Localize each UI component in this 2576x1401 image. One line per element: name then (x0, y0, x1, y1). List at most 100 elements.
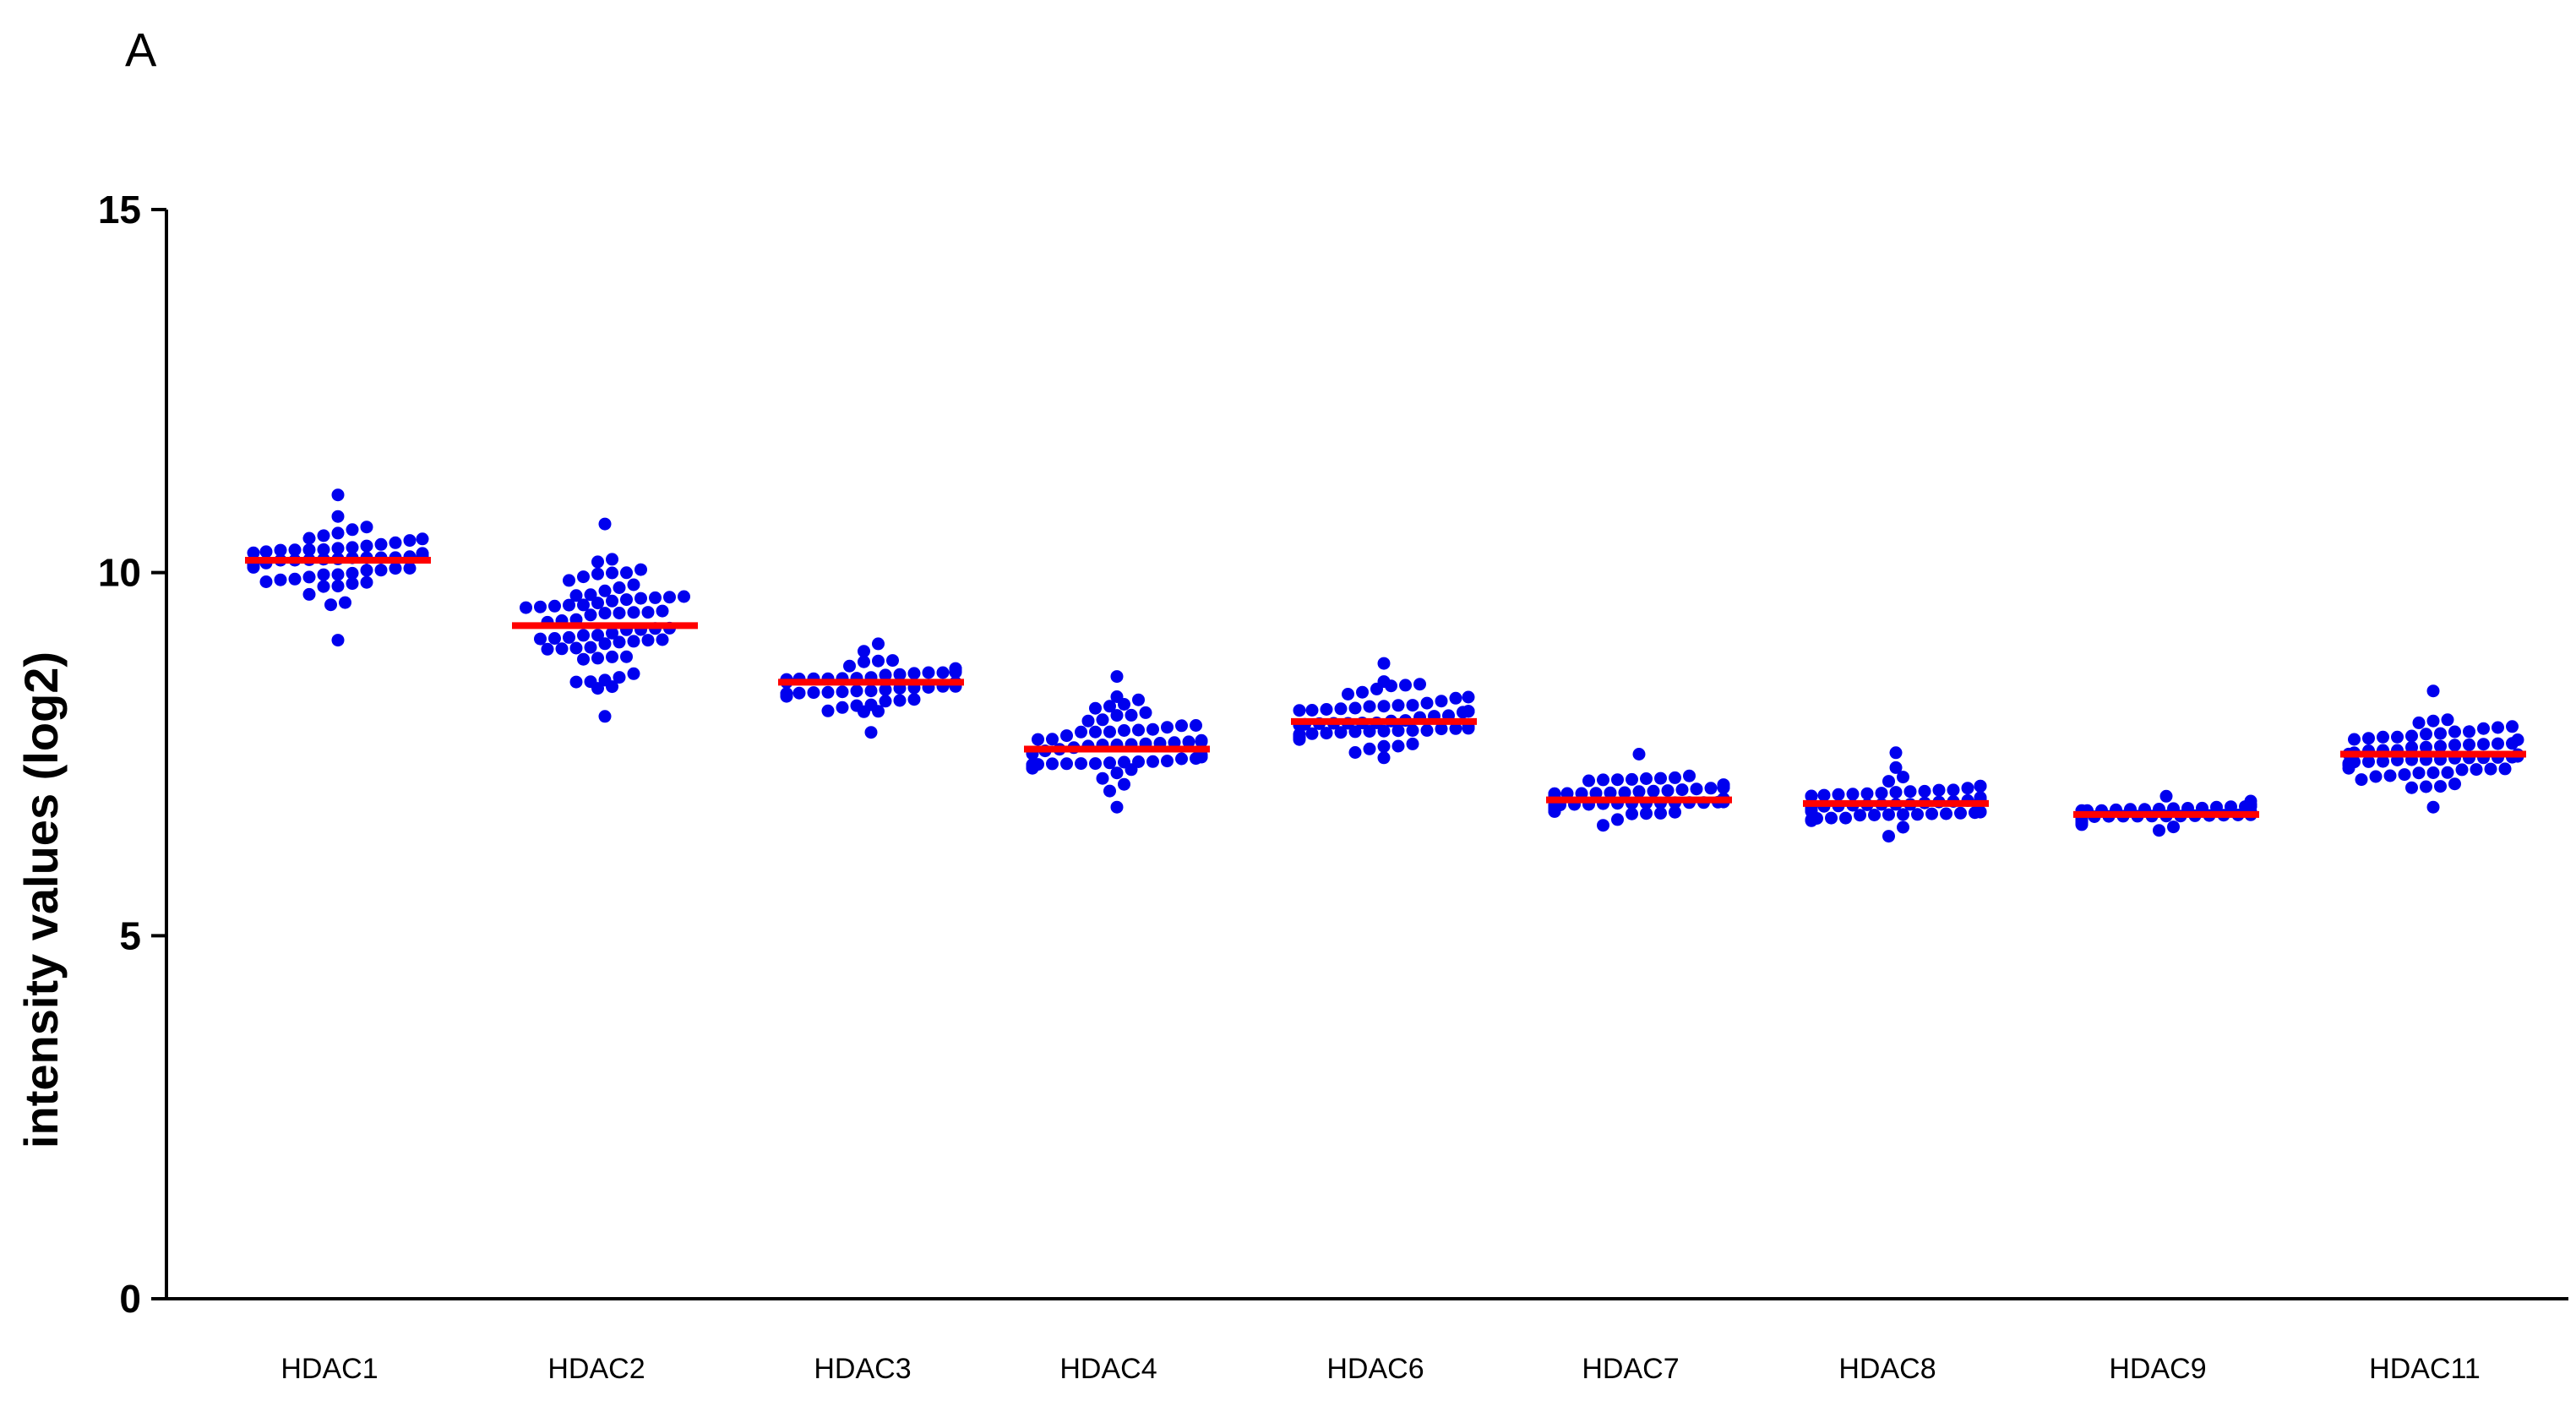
data-point-hdac6 (1391, 699, 1405, 712)
data-point-hdac6 (1342, 688, 1354, 700)
data-point-hdac2 (563, 598, 575, 612)
data-point-hdac11 (2434, 727, 2447, 740)
data-point-hdac1 (331, 488, 345, 502)
data-point-hdac6 (1305, 727, 1319, 740)
data-point-hdac2 (606, 566, 618, 580)
data-point-hdac3 (886, 654, 899, 668)
data-point-hdac3 (879, 695, 892, 708)
data-point-hdac1 (360, 564, 373, 577)
data-point-hdac7 (1683, 769, 1696, 782)
data-point-hdac6 (1406, 724, 1419, 737)
data-point-hdac6 (1449, 691, 1462, 705)
data-point-hdac8 (1911, 808, 1924, 821)
data-point-hdac11 (2492, 737, 2504, 750)
data-point-hdac1 (331, 542, 345, 555)
data-point-hdac8 (1805, 789, 1818, 803)
data-point-hdac1 (247, 546, 260, 559)
data-point-hdac11 (2448, 739, 2461, 752)
data-point-hdac1 (346, 577, 359, 591)
data-point-hdac8 (1947, 783, 1960, 797)
data-point-hdac7 (1589, 787, 1603, 800)
data-point-hdac1 (317, 580, 330, 593)
data-point-hdac7 (1647, 784, 1660, 798)
x-tick-label-hdac7: HDAC7 (1582, 1353, 1679, 1385)
data-point-hdac9 (2159, 789, 2173, 803)
data-point-hdac2 (598, 517, 612, 531)
data-point-hdac11 (2463, 738, 2475, 751)
data-point-hdac6 (1449, 722, 1462, 735)
data-point-hdac2 (563, 574, 575, 587)
data-point-hdac2 (613, 581, 626, 594)
data-point-hdac8 (1974, 779, 1987, 793)
data-point-hdac2 (656, 633, 669, 646)
data-point-hdac7 (1661, 784, 1675, 798)
data-point-hdac3 (922, 666, 935, 679)
data-point-hdac2 (548, 599, 561, 613)
data-point-hdac2 (598, 637, 612, 651)
data-point-hdac4 (1075, 725, 1087, 739)
data-point-hdac2 (534, 600, 547, 613)
data-point-hdac3 (821, 685, 835, 699)
data-point-hdac2 (627, 606, 640, 619)
y-axis-title: intensity values (log2) (14, 651, 68, 1148)
data-point-hdac6 (1377, 751, 1391, 765)
data-point-hdac7 (1690, 782, 1703, 796)
x-tick-label-hdac6: HDAC6 (1326, 1353, 1424, 1385)
data-point-hdac6 (1391, 739, 1405, 753)
data-point-hdac4 (1110, 670, 1124, 684)
data-point-hdac1 (360, 575, 373, 589)
data-point-hdac11 (2448, 777, 2461, 791)
data-point-hdac4 (1089, 701, 1102, 715)
data-point-hdac11 (2362, 755, 2375, 768)
data-point-hdac1 (317, 529, 330, 542)
data-point-hdac4 (1060, 729, 1073, 743)
data-point-hdac3 (936, 666, 950, 679)
data-point-hdac8 (1889, 746, 1903, 760)
data-point-hdac1 (374, 564, 388, 577)
data-point-hdac11 (2426, 766, 2440, 779)
data-point-hdac3 (821, 704, 835, 717)
data-point-hdac11 (2420, 728, 2432, 741)
data-point-hdac2 (598, 710, 612, 723)
data-point-hdac2 (591, 629, 604, 642)
data-point-hdac4 (1103, 700, 1116, 713)
data-point-hdac7 (1654, 771, 1667, 785)
data-point-hdac6 (1406, 699, 1419, 712)
data-point-hdac2 (606, 626, 618, 640)
data-point-hdac7 (1675, 783, 1689, 797)
data-point-hdac7 (1611, 773, 1624, 787)
data-point-hdac11 (2412, 766, 2426, 780)
data-point-hdac11 (2477, 738, 2490, 751)
data-point-hdac2 (641, 606, 655, 619)
data-point-hdac1 (288, 572, 302, 586)
data-point-hdac11 (2470, 763, 2483, 777)
data-point-hdac6 (1356, 685, 1369, 699)
y-tick-label: 15 (98, 188, 141, 232)
data-point-hdac11 (2441, 766, 2454, 779)
data-point-hdac3 (872, 637, 885, 651)
data-point-hdac6 (1320, 703, 1333, 716)
data-point-hdac1 (331, 510, 345, 523)
data-point-hdac8 (1897, 808, 1909, 821)
data-point-hdac11 (2420, 780, 2432, 793)
data-point-hdac11 (2391, 730, 2404, 744)
data-point-hdac9 (2167, 820, 2180, 834)
data-point-hdac8 (1825, 811, 1838, 825)
data-point-hdac6 (1363, 742, 1376, 755)
data-point-hdac8 (1882, 830, 1895, 843)
data-point-hdac7 (1669, 771, 1681, 784)
data-point-hdac4 (1110, 709, 1124, 722)
data-point-hdac3 (907, 667, 921, 680)
data-point-hdac11 (2448, 725, 2461, 739)
median-lines (245, 557, 2526, 818)
data-point-hdac11 (2405, 781, 2418, 794)
data-point-hdac1 (389, 536, 402, 549)
data-point-hdac4 (1125, 708, 1138, 722)
data-point-hdac11 (2426, 714, 2440, 728)
data-point-hdac8 (1918, 784, 1931, 798)
data-point-hdac8 (1889, 760, 1903, 774)
data-point-hdac2 (627, 635, 640, 648)
data-point-hdac8 (1882, 808, 1895, 821)
data-point-hdac1 (302, 532, 316, 545)
data-point-hdac6 (1293, 728, 1306, 741)
